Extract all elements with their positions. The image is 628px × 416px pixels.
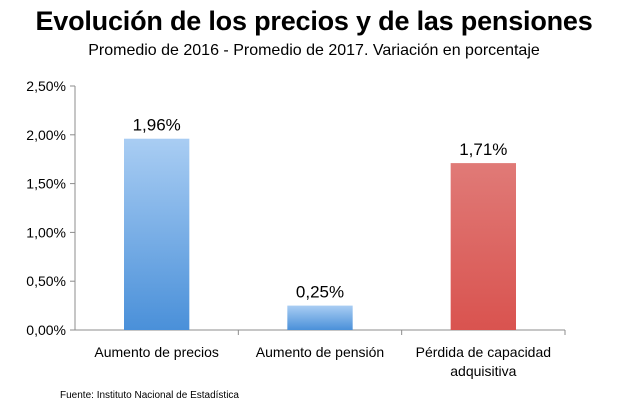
data-label: 1,71% (459, 140, 507, 159)
data-label: 0,25% (296, 283, 344, 302)
bar (124, 138, 190, 330)
y-tick-label: 2,50% (26, 78, 66, 94)
chart-title: Evolución de los precios y de las pensio… (35, 6, 593, 36)
bar (450, 163, 516, 330)
y-tick-label: 1,50% (26, 176, 66, 192)
category-label: Aumento de precios (94, 344, 219, 360)
source-note: Fuente: Instituto Nacional de Estadístic… (60, 390, 239, 401)
bars (124, 138, 516, 330)
axes: 0,00% 0,50% 1,00% 1,50% 2,00% 2,50% (26, 78, 566, 338)
y-tick-label: 0,00% (26, 322, 66, 338)
category-label: Pérdida de capacidad (416, 344, 551, 360)
category-label: adquisitiva (450, 363, 516, 379)
labels: 1,96% Aumento de precios 0,25% Aumento de p… (94, 116, 551, 379)
chart-subtitle: Promedio de 2016 - Promedio de 2017. Var… (88, 42, 540, 59)
y-tick-label: 0,50% (26, 273, 66, 289)
y-tick-label: 1,00% (26, 224, 66, 240)
bar (287, 305, 353, 330)
category-label: Aumento de pensión (256, 344, 384, 360)
data-label: 1,96% (133, 116, 181, 135)
y-tick-label: 2,00% (26, 127, 66, 143)
